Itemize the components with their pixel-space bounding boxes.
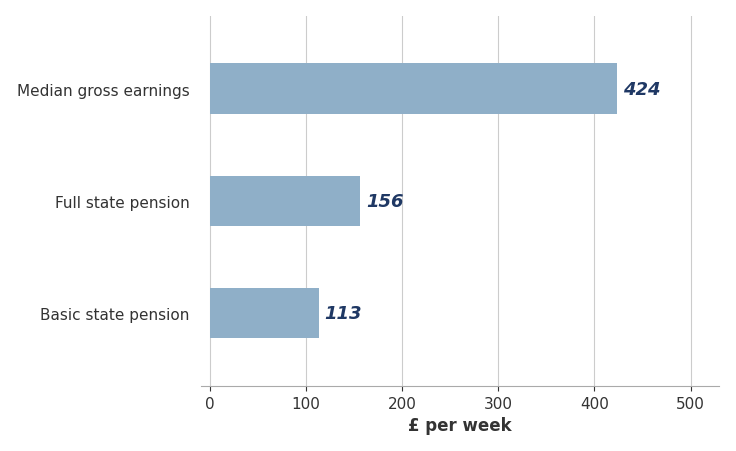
Text: 113: 113: [325, 304, 362, 322]
Bar: [210, 176, 360, 226]
X-axis label: £ per week: £ per week: [408, 416, 512, 434]
Bar: [210, 288, 319, 339]
Bar: [210, 64, 618, 115]
Text: 156: 156: [366, 193, 403, 211]
Text: 424: 424: [623, 80, 661, 98]
